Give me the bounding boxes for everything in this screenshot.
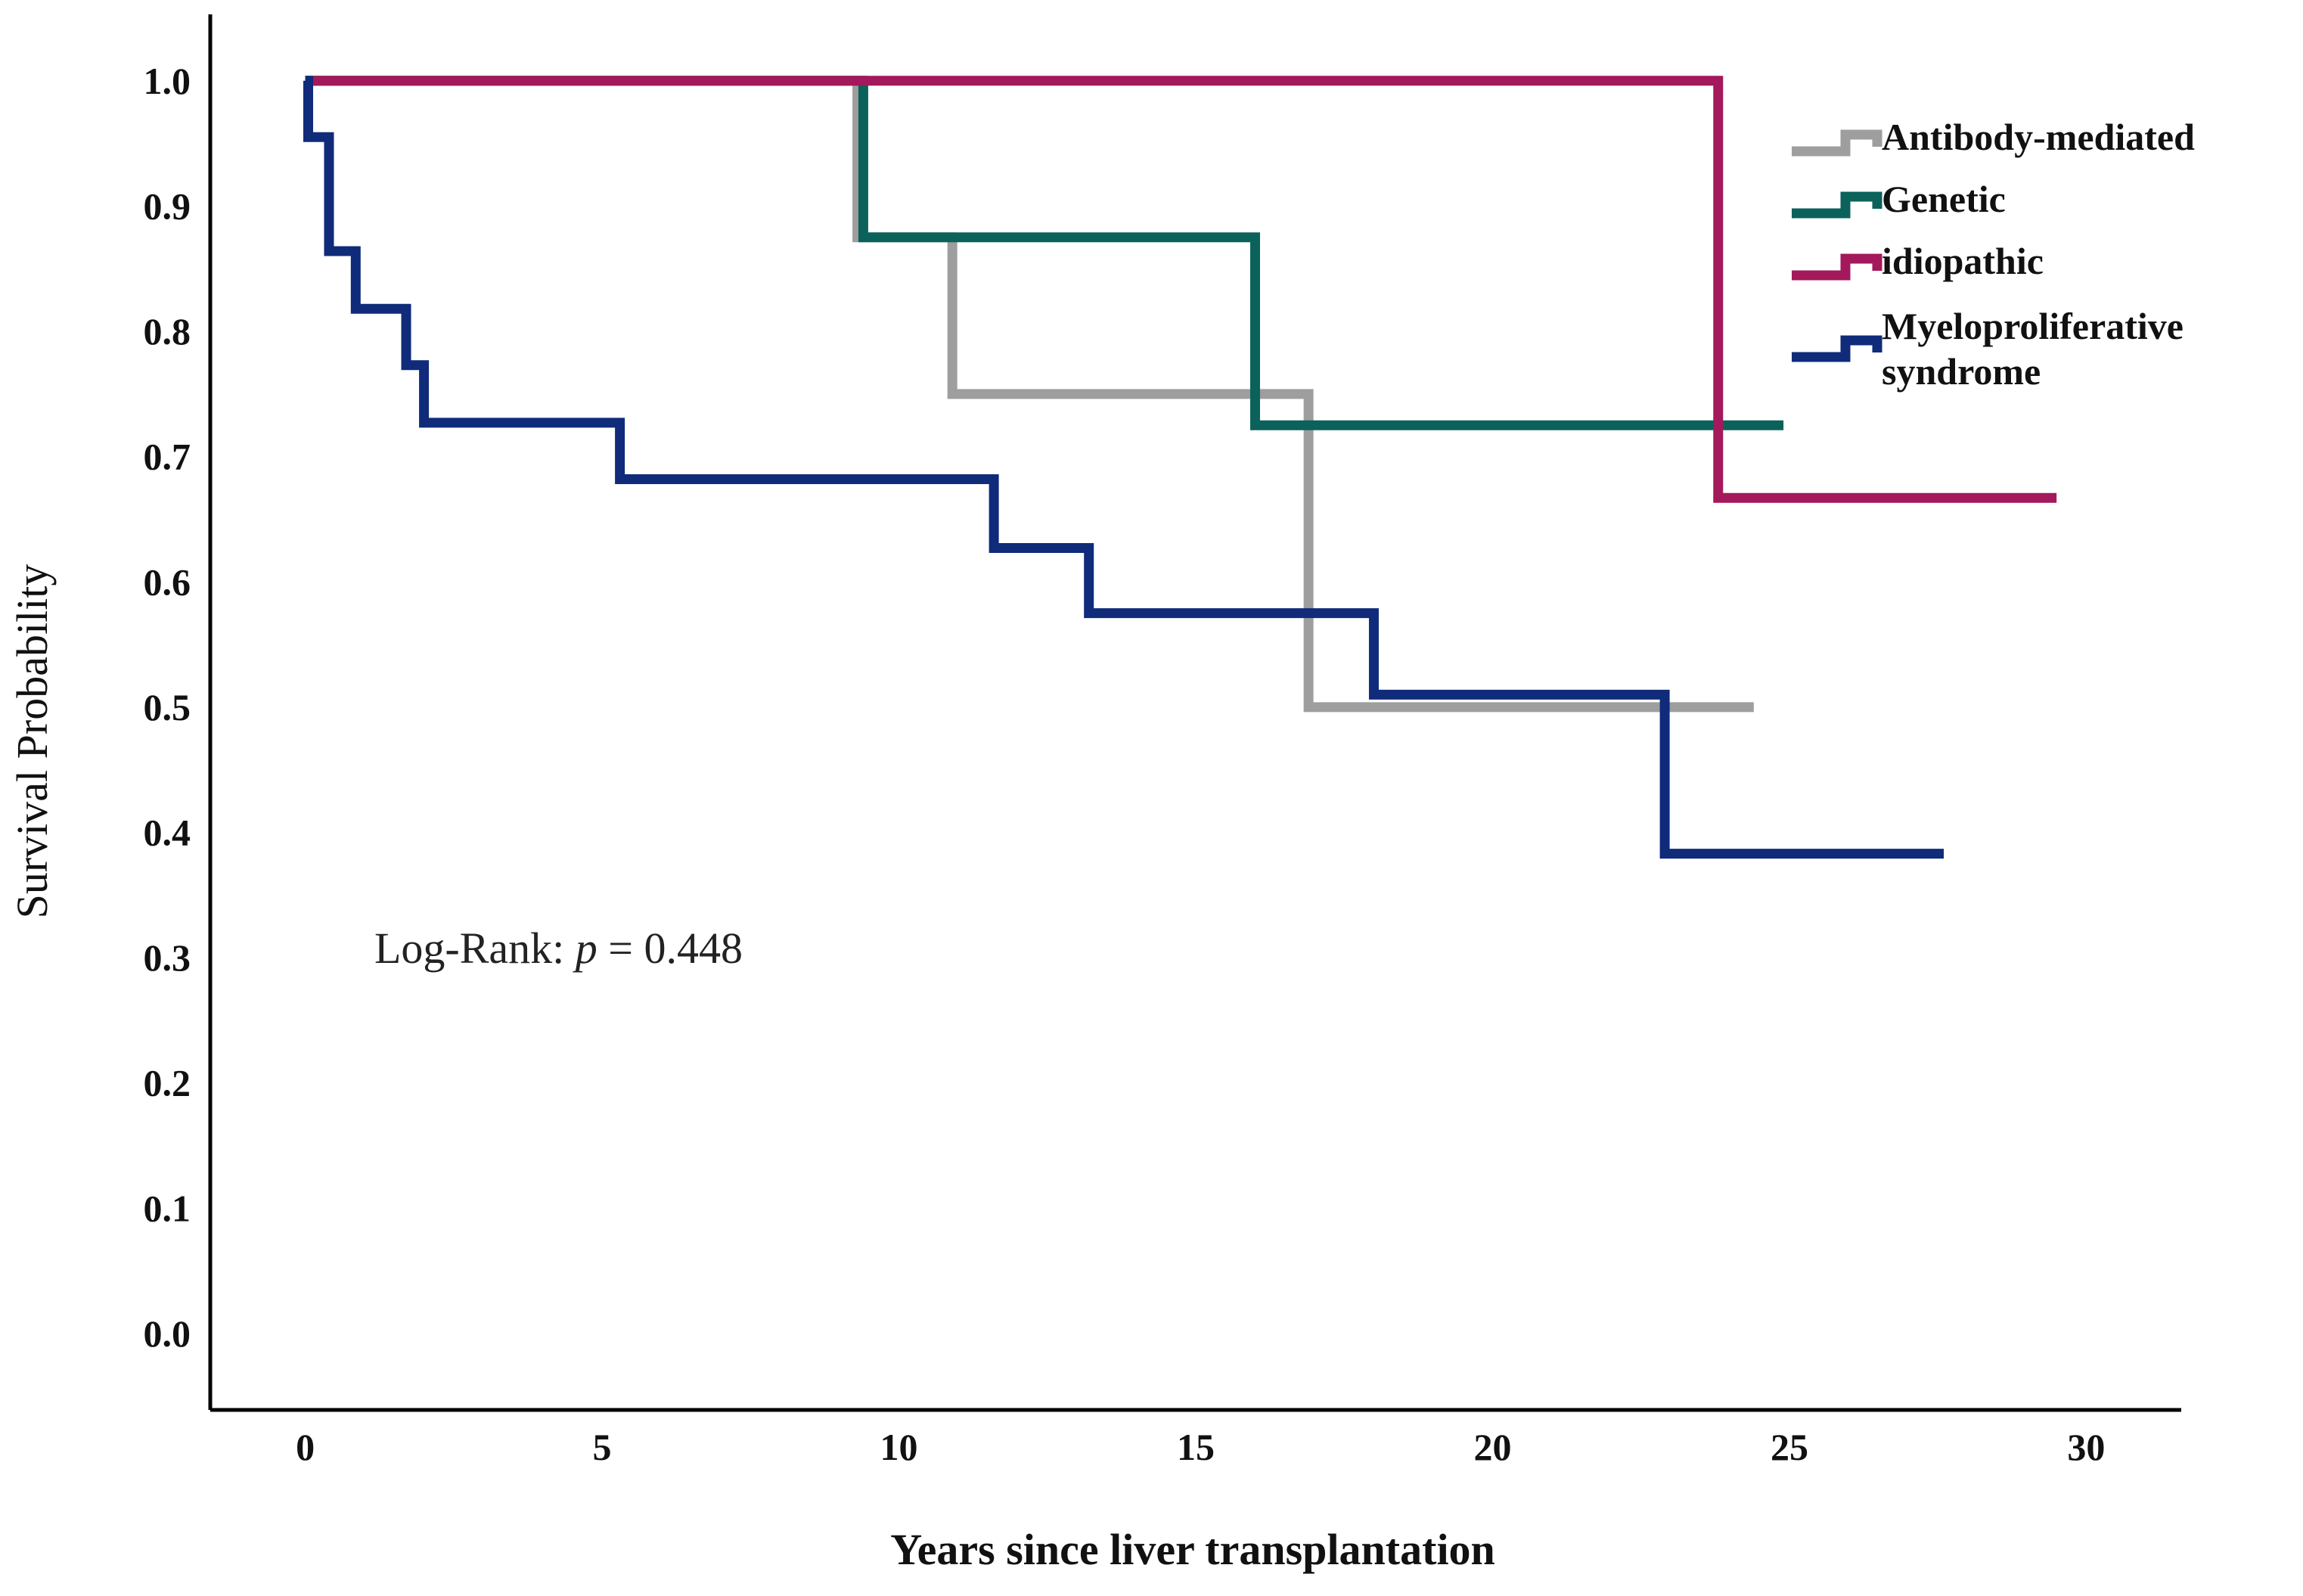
legend-label: Antibody-mediated	[1882, 116, 2195, 158]
y-tick-label: 1.0	[144, 60, 191, 102]
survival-curve	[305, 76, 1754, 713]
x-tick-label: 20	[1473, 1426, 1511, 1468]
legend-swatch	[1792, 253, 1882, 281]
x-tick-label: 0	[296, 1426, 315, 1468]
annotation-symbol: p	[573, 924, 597, 973]
y-tick-label: 0.8	[144, 310, 191, 352]
x-tick-label: 25	[1771, 1426, 1808, 1468]
legend-label: Myeloproliferative syndrome	[1882, 305, 2184, 393]
y-tick-label: 0.4	[144, 811, 191, 853]
x-axis-title: Years since liver transplantation	[890, 1525, 1495, 1574]
annotation-text: = 0.448	[608, 924, 743, 973]
annotation: Log-Rank: p = 0.448	[374, 924, 743, 973]
legend-swatch	[1792, 129, 1882, 157]
survival-curve	[303, 76, 1945, 859]
legend-label: Genetic	[1882, 178, 2006, 220]
legend-swatch	[1792, 191, 1882, 219]
y-tick-label: 0.3	[144, 936, 191, 979]
survival-curve	[305, 76, 1784, 430]
x-tick-label: 10	[880, 1426, 918, 1468]
x-tick-label: 15	[1177, 1426, 1215, 1468]
y-axis-title: Survival Probability	[8, 564, 57, 919]
y-tick-label: 0.6	[144, 560, 191, 603]
x-tick-label: 30	[2067, 1426, 2105, 1468]
legend-swatch	[1792, 335, 1882, 362]
x-tick-label: 5	[593, 1426, 612, 1468]
y-tick-label: 0.2	[144, 1062, 191, 1104]
y-tick-label: 0.1	[144, 1187, 191, 1229]
y-tick-label: 0.5	[144, 686, 191, 728]
survival-curve	[305, 76, 2057, 503]
legend-label: idiopathic	[1882, 240, 2044, 282]
y-tick-label: 0.7	[144, 436, 191, 478]
annotation-label: Log-Rank:	[374, 924, 564, 973]
y-tick-label: 0.9	[144, 185, 191, 227]
y-tick-label: 0.0	[144, 1312, 191, 1355]
